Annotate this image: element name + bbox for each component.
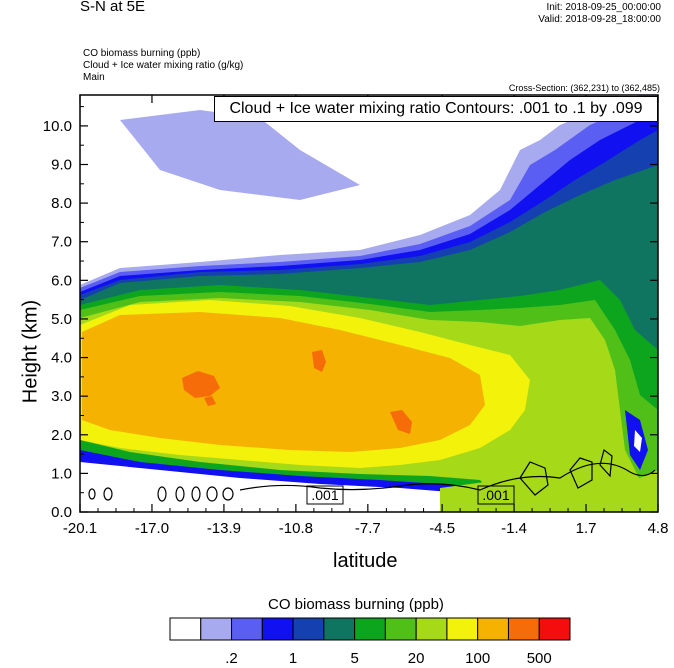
colorbar: .2 1 5 20 100 500 bbox=[169, 617, 571, 667]
surface-layer-green-right bbox=[440, 470, 658, 512]
variable-label-cloud: Cloud + Ice water mixing ratio (g/kg) bbox=[83, 60, 244, 71]
colorbar-swatch bbox=[169, 617, 202, 641]
contour-ring bbox=[222, 487, 234, 501]
colorbar-swatch bbox=[477, 617, 509, 641]
x-tick-label: 1.7 bbox=[576, 520, 597, 537]
contour-line bbox=[599, 448, 613, 478]
colorbar-swatch bbox=[200, 617, 233, 641]
contour-line bbox=[519, 461, 549, 496]
contour-labels: .001 .001 bbox=[306, 485, 515, 505]
field-band-10 bbox=[182, 371, 220, 398]
colorbar-swatch bbox=[415, 617, 448, 641]
valid-time: Valid: 2018-09-28_18:00:00 bbox=[538, 14, 661, 25]
colorbar-label: 5 bbox=[350, 650, 358, 667]
y-tick-label: 1.0 bbox=[51, 465, 72, 482]
contour-line bbox=[569, 457, 593, 489]
x-tick-label: -1.4 bbox=[501, 520, 527, 537]
x-tick-label: -20.1 bbox=[63, 520, 97, 537]
plot-frame bbox=[79, 94, 659, 513]
contour-legend-box: Cloud + Ice water mixing ratio Contours:… bbox=[214, 96, 658, 122]
contour-label: .001 bbox=[482, 487, 509, 503]
colorbar-swatch bbox=[538, 617, 571, 641]
contour-ring bbox=[175, 486, 185, 502]
cloud-contours bbox=[88, 448, 656, 502]
colorbar-swatch bbox=[292, 617, 325, 641]
colorbar-swatch bbox=[446, 617, 479, 641]
colorbar-swatch bbox=[354, 617, 386, 641]
colorbar-title: CO biomass burning (ppb) bbox=[268, 596, 444, 613]
colorbar-swatch bbox=[261, 617, 294, 641]
y-tick-label: 9.0 bbox=[51, 157, 72, 174]
field-band-10c bbox=[390, 410, 412, 434]
x-tick-label: -13.9 bbox=[207, 520, 241, 537]
y-tick-label: 2.0 bbox=[51, 427, 72, 444]
colorbar-label: 500 bbox=[527, 650, 552, 667]
contour-ring bbox=[191, 486, 201, 502]
colorbar-swatch bbox=[507, 617, 540, 641]
contour-ring bbox=[157, 486, 167, 502]
colorbar-label: 1 bbox=[289, 650, 297, 667]
contour-label-box bbox=[306, 485, 344, 505]
y-tick-label: 3.0 bbox=[51, 388, 72, 405]
field-band-0b bbox=[120, 110, 360, 200]
surface-layer-white bbox=[80, 462, 450, 512]
variable-label-main: Main bbox=[83, 72, 105, 83]
colorbar-swatch bbox=[384, 617, 417, 641]
init-time: Init: 2018-09-25_00:00:00 bbox=[546, 2, 661, 13]
contour-ring bbox=[103, 487, 113, 501]
x-axis-label: latitude bbox=[333, 550, 398, 572]
field-band-9 bbox=[82, 312, 485, 452]
axis-ticks: -20.1 -17.0 -13.9 -10.8 -7.7 -4.5 -1.4 1.7 4.8 0.… bbox=[43, 95, 669, 537]
contour-line bbox=[239, 462, 656, 491]
colorbar-label: .2 bbox=[225, 650, 238, 667]
colorbar-label: 100 bbox=[465, 650, 490, 667]
colorbar-swatch bbox=[231, 617, 263, 641]
y-tick-label: 5.0 bbox=[51, 311, 72, 328]
time-info: Init: 2018-09-25_00:00:00 Valid: 2018-09… bbox=[538, 2, 661, 26]
colorbar-label: 20 bbox=[408, 650, 425, 667]
field-band-10b bbox=[312, 350, 326, 372]
x-tick-label: -7.7 bbox=[355, 520, 381, 537]
field-band-10d bbox=[204, 396, 216, 406]
x-tick-label: -4.5 bbox=[429, 520, 455, 537]
field-layers bbox=[80, 95, 658, 512]
y-tick-label: 6.0 bbox=[51, 272, 72, 289]
contour-label: .001 bbox=[311, 487, 338, 503]
plot-title: S-N at 5E bbox=[80, 0, 146, 15]
contour-ring bbox=[88, 488, 96, 500]
contour-label-box bbox=[477, 485, 515, 505]
y-tick-label: 10.0 bbox=[43, 118, 72, 135]
y-axis-label: Height (km) bbox=[19, 299, 42, 404]
y-tick-label: 7.0 bbox=[51, 234, 72, 251]
x-tick-label: -17.0 bbox=[135, 520, 169, 537]
contour-ring bbox=[206, 486, 218, 502]
y-tick-label: 8.0 bbox=[51, 195, 72, 212]
variable-label-co: CO biomass burning (ppb) bbox=[83, 48, 201, 59]
y-tick-label: 0.0 bbox=[51, 504, 72, 521]
x-tick-label: 4.8 bbox=[648, 520, 669, 537]
cross-section-label: Cross-Section: (362,231) to (362,485) bbox=[508, 83, 660, 93]
right-edge-white bbox=[634, 430, 642, 452]
colorbar-swatch bbox=[323, 617, 356, 641]
y-tick-label: 4.0 bbox=[51, 350, 72, 367]
x-tick-label: -10.8 bbox=[279, 520, 313, 537]
